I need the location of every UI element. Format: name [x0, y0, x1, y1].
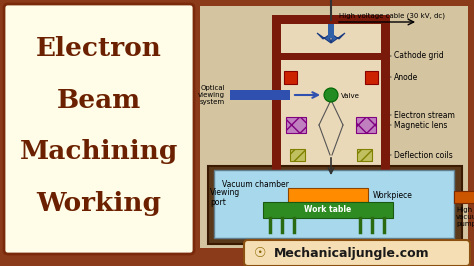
Text: Deflection coils: Deflection coils [390, 151, 453, 160]
Bar [284, 71, 297, 84]
Text: Machining: Machining [20, 139, 178, 164]
Polygon shape [317, 33, 331, 43]
Text: Magnetic lens: Magnetic lens [390, 120, 447, 130]
Bar [356, 117, 376, 133]
Bar [357, 149, 372, 161]
Text: High voltage cable (30 kV, dc): High voltage cable (30 kV, dc) [339, 13, 445, 19]
Bar [214, 170, 454, 238]
FancyBboxPatch shape [4, 4, 194, 254]
Bar [272, 15, 281, 193]
Text: Electron: Electron [36, 35, 162, 60]
Bar [281, 24, 381, 184]
Text: Cathode grid: Cathode grid [390, 52, 444, 60]
Bar [208, 166, 462, 244]
Text: Vacuum chamber: Vacuum chamber [222, 180, 289, 189]
Bar [286, 117, 306, 133]
Text: Beam: Beam [57, 88, 141, 113]
Text: Optical
viewing
system: Optical viewing system [198, 85, 225, 105]
FancyBboxPatch shape [244, 240, 470, 266]
Text: Mechanicaljungle.com: Mechanicaljungle.com [274, 247, 429, 260]
Bar [454, 191, 474, 203]
Bar [381, 15, 390, 193]
Bar [365, 71, 378, 84]
Bar [328, 24, 334, 38]
Text: Work table: Work table [304, 206, 352, 214]
Bar [263, 202, 393, 218]
Bar [200, 6, 468, 248]
Text: Viewing
port: Viewing port [210, 188, 240, 207]
Bar [290, 149, 305, 161]
Bar [288, 188, 368, 202]
Text: Working: Working [36, 192, 162, 217]
Bar [281, 53, 381, 60]
Text: Anode: Anode [390, 73, 418, 81]
Text: Valve: Valve [341, 93, 360, 99]
Text: Workpiece: Workpiece [373, 190, 413, 200]
Text: ☉: ☉ [254, 246, 266, 260]
Circle shape [324, 88, 338, 102]
Text: Electron stream: Electron stream [390, 110, 455, 119]
Bar [272, 15, 390, 24]
Bar [272, 184, 390, 193]
Text: High
vacuum
pump: High vacuum pump [456, 207, 474, 227]
Bar [230, 90, 290, 100]
Polygon shape [331, 33, 345, 43]
